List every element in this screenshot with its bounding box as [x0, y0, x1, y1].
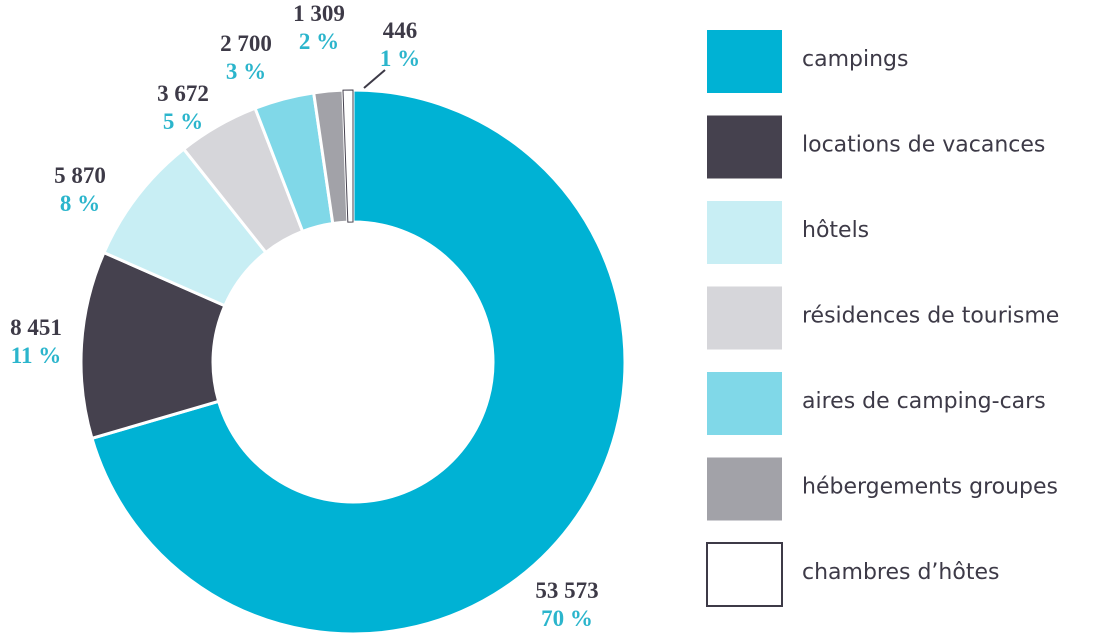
value-label: 5 870 — [54, 163, 106, 188]
legend-swatch — [707, 457, 782, 521]
donut-segment — [342, 89, 354, 223]
percentage-label: 70 % — [541, 606, 593, 631]
percentage-label: 8 % — [60, 191, 100, 216]
percentage-label: 3 % — [226, 59, 266, 84]
value-label: 446 — [383, 18, 418, 43]
value-label: 8 451 — [10, 315, 62, 340]
legend-swatch — [707, 286, 782, 350]
legend-label: aires de camping-cars — [802, 389, 1046, 414]
percentage-label: 2 % — [299, 29, 339, 54]
legend-swatch — [707, 372, 782, 435]
value-label: 53 573 — [535, 578, 598, 603]
value-label: 1 309 — [293, 1, 345, 26]
value-label: 3 672 — [157, 81, 209, 106]
value-label: 2 700 — [220, 31, 272, 56]
legend-label: hébergements groupes — [802, 475, 1058, 500]
percentage-label: 11 % — [11, 343, 61, 368]
percentage-label: 5 % — [163, 109, 203, 134]
legend-swatch — [707, 201, 782, 264]
legend-label: chambres d’hôtes — [802, 560, 999, 585]
legend-swatch — [707, 30, 782, 93]
leader-line — [363, 69, 386, 89]
legend-swatch — [707, 115, 782, 179]
legend-label: campings — [802, 47, 908, 72]
legend-label: résidences de tourisme — [802, 304, 1059, 329]
legend-label: hôtels — [802, 218, 869, 243]
donut-segment — [90, 88, 627, 636]
legend-label: locations de vacances — [802, 133, 1045, 158]
legend-swatch — [706, 542, 783, 607]
percentage-label: 1 % — [380, 46, 420, 71]
